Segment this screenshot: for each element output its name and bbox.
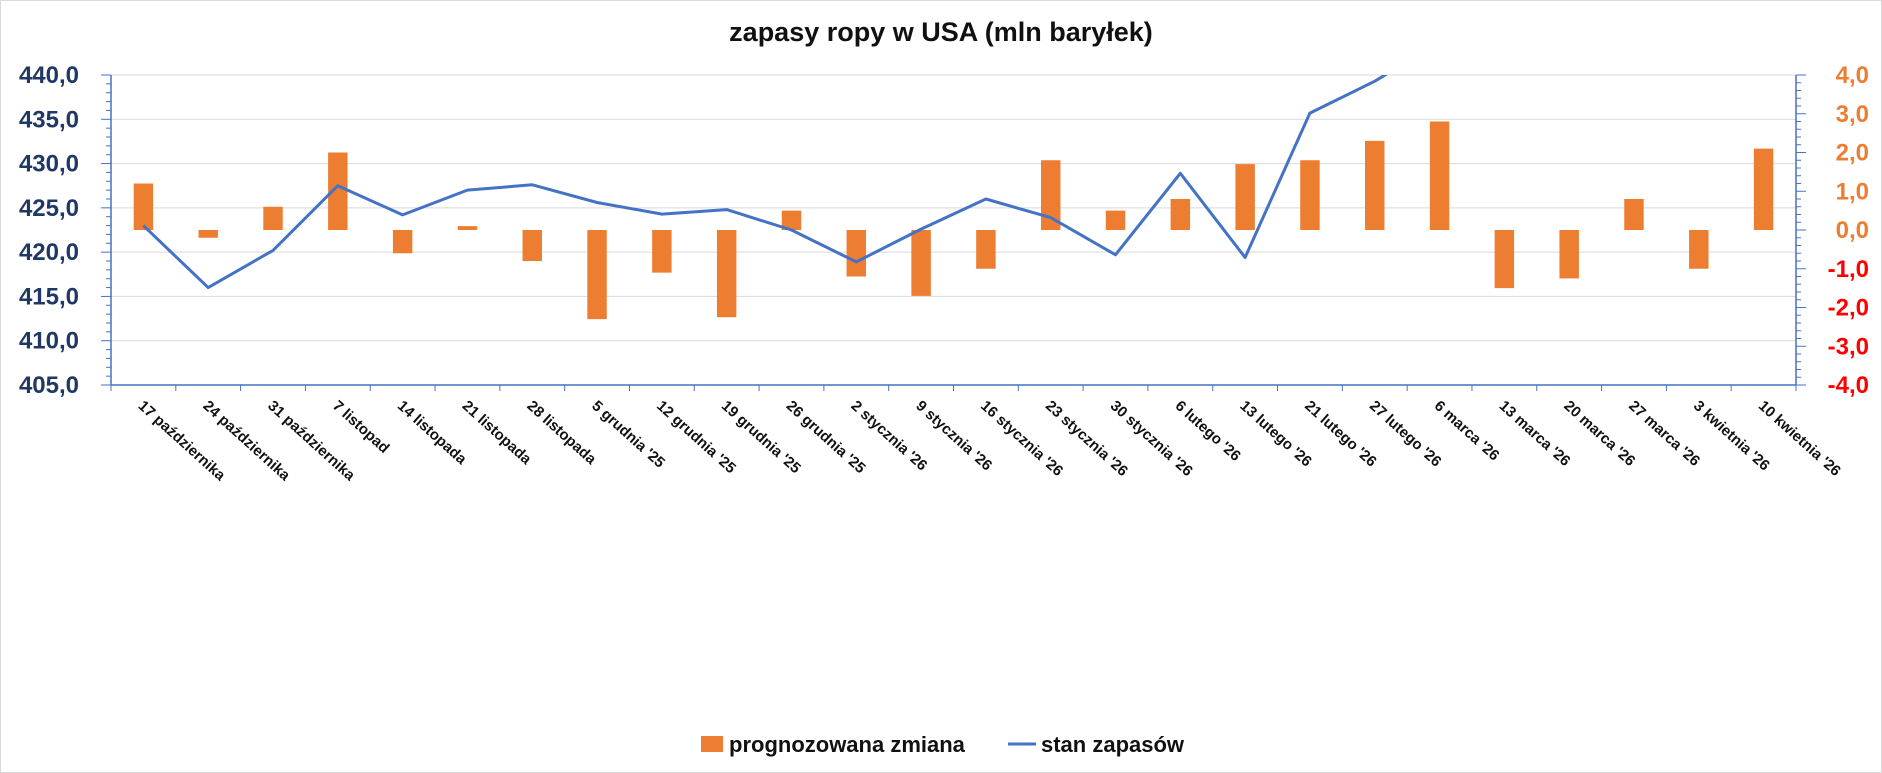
bar <box>522 230 542 261</box>
y-left-tick-label: 410,0 <box>19 328 79 355</box>
bar <box>457 226 478 230</box>
x-tick-label: 14 listopada <box>394 397 470 468</box>
bar-series <box>133 121 1774 320</box>
y-left-tick-label: 415,0 <box>19 283 79 310</box>
axes: 405,0 410,0 415,0 420,0 425,0 430,0 435,0 440,0… <box>19 62 1869 399</box>
bar <box>1105 210 1126 230</box>
x-tick-label: 7 listopad <box>329 397 392 456</box>
y-left-tick-label: 430,0 <box>19 151 79 178</box>
bar <box>1040 160 1061 230</box>
bar <box>911 230 931 296</box>
x-tick-label: 21 listopada <box>459 397 535 468</box>
bar <box>1689 230 1709 269</box>
bar <box>1494 230 1515 289</box>
bar <box>133 183 154 230</box>
inventory-line <box>142 75 1389 290</box>
y-right-tick-label: 1,0 <box>1836 178 1869 205</box>
bar <box>1365 140 1385 230</box>
bar <box>781 210 802 230</box>
bar <box>1429 121 1450 230</box>
legend: prognozowana zmiana stan zapasów <box>701 732 1185 757</box>
bar <box>652 230 672 273</box>
legend-swatch-bars <box>701 736 723 752</box>
bar <box>846 230 867 277</box>
y-left-tick-label: 420,0 <box>19 239 79 266</box>
y-right-tick-label: -2,0 <box>1828 295 1869 322</box>
y-right-tick-label: 3,0 <box>1836 101 1869 128</box>
gridlines <box>111 74 1796 386</box>
y-left-tick-label: 440,0 <box>19 62 79 89</box>
bar <box>263 206 283 230</box>
bar <box>1624 199 1644 230</box>
bar <box>716 230 737 318</box>
bar <box>1559 230 1579 279</box>
y-left-tick-label: 435,0 <box>19 106 79 133</box>
bar <box>976 230 996 269</box>
y-right-tick-label: -3,0 <box>1828 333 1869 360</box>
line-series <box>142 75 1389 290</box>
chart-title: zapasy ropy w USA (mln baryłek) <box>729 17 1153 47</box>
legend-label-line: stan zapasów <box>1041 732 1185 757</box>
bar <box>1235 164 1255 230</box>
y-left-tick-label: 425,0 <box>19 195 79 222</box>
x-tick-label: 28 listopada <box>524 397 600 468</box>
y-right-tick-label: -4,0 <box>1828 372 1869 399</box>
bar <box>198 230 218 238</box>
bar <box>328 152 348 230</box>
bar <box>1170 199 1191 230</box>
y-right-tick-label: 2,0 <box>1836 140 1869 167</box>
bar <box>587 230 607 320</box>
bar <box>1300 160 1320 230</box>
x-tick-label: 10 kwietnia '26 <box>1755 397 1844 480</box>
y-right-tick-label: 0,0 <box>1836 217 1869 244</box>
legend-label-bars: prognozowana zmiana <box>729 732 966 757</box>
bar <box>1753 148 1774 230</box>
y-left-tick-label: 405,0 <box>19 372 79 399</box>
y-right-tick-label: -1,0 <box>1828 256 1869 283</box>
y-right-tick-label: 4,0 <box>1836 62 1869 89</box>
bar <box>392 230 413 254</box>
